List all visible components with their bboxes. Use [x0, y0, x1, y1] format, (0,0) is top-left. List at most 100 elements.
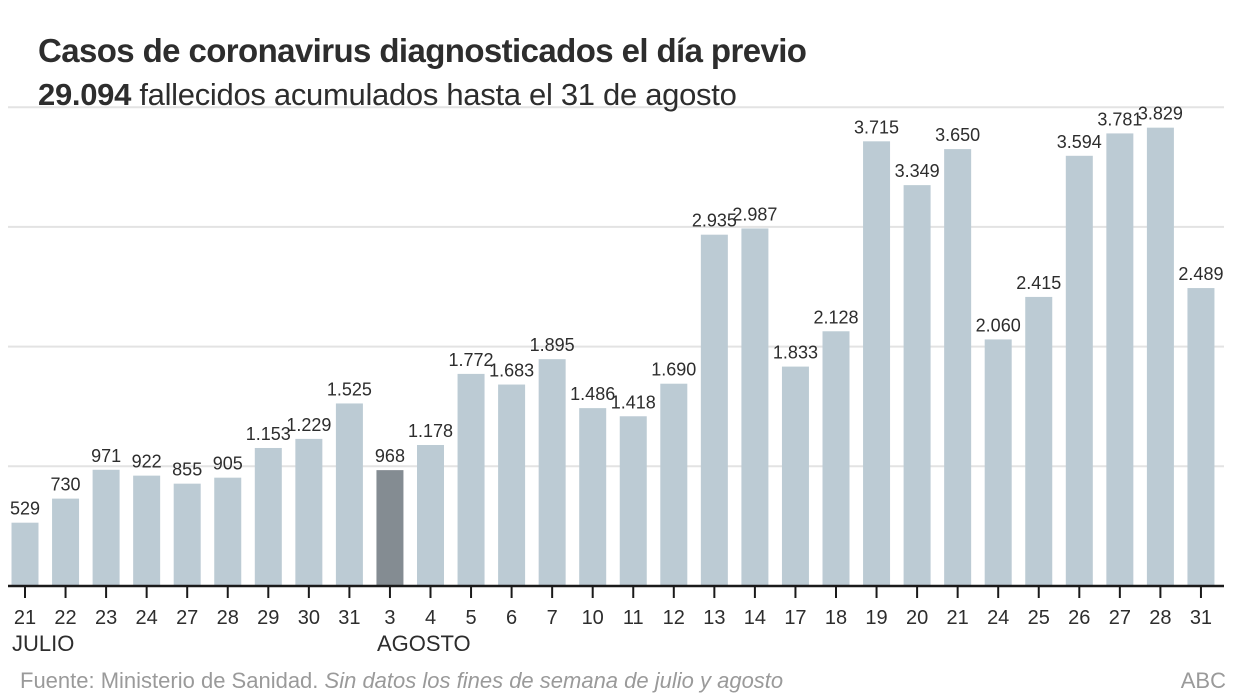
bar	[92, 469, 120, 586]
x-tick-label: 23	[95, 607, 117, 629]
x-tick-label: 28	[1149, 607, 1171, 629]
value-label: 2.987	[732, 204, 777, 224]
x-tick-label: 31	[338, 607, 360, 629]
value-label: 2.415	[1016, 273, 1061, 293]
bars	[11, 127, 1215, 587]
value-label: 3.715	[854, 117, 899, 137]
bar	[417, 444, 444, 586]
value-label: 855	[172, 460, 202, 480]
value-label: 922	[132, 452, 162, 472]
x-tick-label: 27	[176, 607, 198, 629]
value-label: 1.178	[408, 421, 453, 441]
bar	[254, 447, 282, 586]
value-label: 1.153	[246, 424, 291, 444]
bar	[1025, 296, 1053, 586]
x-tick-label: 11	[623, 607, 644, 629]
value-label: 2.935	[692, 211, 737, 231]
x-tick-label: 10	[582, 607, 604, 629]
bar	[11, 522, 39, 586]
x-axis: 21 22 23 24 27 28 29 30 31 3 4 5 6 7 10 11 12 13 14 17 18 19 2…	[8, 584, 1224, 656]
bar	[133, 475, 161, 586]
bar	[173, 483, 201, 586]
month-label: AGOSTO	[377, 631, 471, 656]
x-tick-label: 20	[906, 607, 928, 629]
value-label: 1.895	[530, 335, 575, 355]
bar	[1187, 288, 1215, 586]
value-label: 971	[91, 446, 121, 466]
x-tick-label: 26	[1068, 607, 1090, 629]
chart-subtitle: 29.094 fallecidos acumulados hasta el 31…	[38, 77, 737, 113]
bar	[1065, 155, 1093, 586]
value-label: 3.594	[1057, 132, 1102, 152]
value-label: 968	[375, 446, 405, 466]
x-tick-label: 4	[425, 607, 436, 629]
x-tick-label: 25	[1028, 607, 1050, 629]
bar	[579, 408, 607, 586]
bar	[538, 359, 566, 586]
gridlines	[8, 106, 1224, 468]
value-label: 2.128	[813, 307, 858, 327]
chart-title: Casos de coronavirus diagnosticados el d…	[38, 32, 807, 69]
bar	[457, 373, 485, 586]
value-label: 3.349	[895, 161, 940, 181]
bar	[741, 228, 769, 586]
bar	[619, 416, 647, 586]
value-label: 1.683	[489, 361, 534, 381]
x-tick-label: 27	[1109, 607, 1131, 629]
value-label: 905	[213, 454, 243, 474]
value-label: 1.229	[286, 415, 331, 435]
brand-logo-text: ABC	[1180, 668, 1226, 693]
x-tick-label: 17	[784, 607, 806, 629]
bar	[214, 477, 242, 586]
value-label: 529	[10, 499, 40, 519]
x-tick-label: 21	[947, 607, 969, 629]
x-tick-label: 21	[14, 607, 36, 629]
subtitle-total-deaths: 29.094	[38, 77, 132, 112]
x-tick-label: 30	[298, 607, 320, 629]
bar	[1146, 127, 1174, 586]
bar	[295, 438, 323, 586]
bar	[944, 149, 972, 586]
value-label: 1.690	[651, 360, 696, 380]
bar	[781, 366, 809, 586]
x-tick-label: 24	[136, 607, 158, 629]
bar	[700, 234, 728, 587]
bar	[822, 331, 850, 586]
x-tick-label: 7	[547, 607, 558, 629]
value-label: 3.829	[1138, 104, 1183, 124]
x-tick-label: 24	[987, 607, 1009, 629]
x-tick-label: 19	[865, 607, 887, 629]
x-tick-label: 29	[257, 607, 279, 629]
bar	[903, 185, 931, 586]
x-tick-label: 13	[703, 607, 725, 629]
value-label: 1.525	[327, 379, 372, 399]
x-tick-label: 5	[465, 607, 476, 629]
subtitle-text: fallecidos acumulados hasta el 31 de ago…	[131, 77, 737, 112]
bar	[52, 498, 80, 586]
value-label: 2.060	[976, 315, 1021, 335]
value-label: 3.650	[935, 125, 980, 145]
value-label: 1.486	[570, 384, 615, 404]
value-label: 3.781	[1097, 109, 1142, 129]
bar	[498, 384, 526, 586]
value-label: 1.418	[611, 392, 656, 412]
month-label: JULIO	[12, 631, 74, 656]
bar	[660, 383, 688, 586]
x-tick-label: 28	[217, 607, 239, 629]
footer-source: Fuente: Ministerio de Sanidad. Sin datos…	[20, 668, 783, 694]
source-text: Fuente: Ministerio de Sanidad.	[20, 668, 319, 693]
x-tick-label: 6	[506, 607, 517, 629]
x-tick-label: 14	[744, 607, 766, 629]
value-label: 730	[51, 475, 81, 495]
x-tick-label: 3	[384, 607, 395, 629]
x-tick-label: 31	[1190, 607, 1212, 629]
bar	[1106, 133, 1134, 586]
bar	[376, 470, 404, 586]
bar	[335, 403, 363, 586]
x-tick-label: 22	[54, 607, 76, 629]
bar	[863, 141, 891, 586]
x-tick-label: 18	[825, 607, 847, 629]
value-label: 2.489	[1178, 264, 1223, 284]
